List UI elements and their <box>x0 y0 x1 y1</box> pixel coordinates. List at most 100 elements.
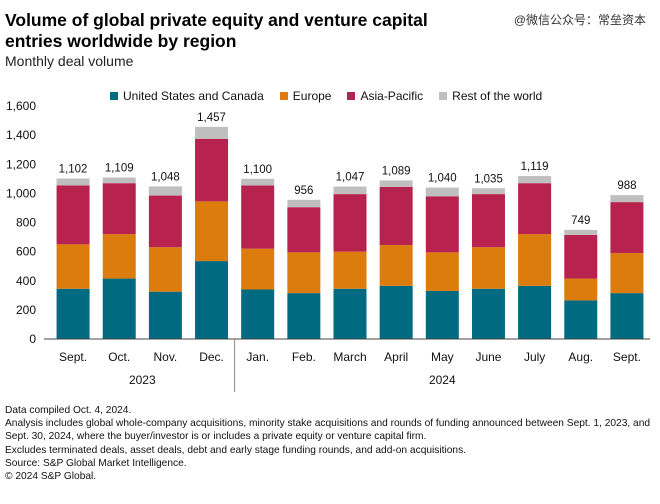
bar-segment <box>148 291 182 339</box>
bar-segment <box>102 234 136 279</box>
bar-segment <box>241 178 275 186</box>
legend-swatch <box>279 92 288 100</box>
x-tick-label: Oct. <box>108 350 130 364</box>
bar-segment <box>195 201 229 262</box>
note-exclusions: Excludes terminated deals, asset deals, … <box>5 444 466 456</box>
total-label: 956 <box>294 185 313 197</box>
bar-segment <box>195 126 229 139</box>
bar-segment <box>287 252 321 294</box>
bar-segment <box>56 288 90 339</box>
legend-swatch <box>439 92 448 100</box>
total-label: 1,457 <box>197 112 226 124</box>
bar-segment <box>287 207 321 253</box>
bar-segment <box>610 195 644 203</box>
total-label: 1,102 <box>59 164 88 176</box>
bar-segment <box>518 234 552 286</box>
x-tick-label: May <box>431 350 454 364</box>
x-tick-label: April <box>384 350 408 364</box>
bar-segment <box>564 229 598 235</box>
bar-segment <box>241 248 275 290</box>
bar-segment <box>333 194 367 252</box>
total-label: 1,089 <box>382 165 411 177</box>
bar-segment <box>148 247 182 292</box>
bar-segment <box>610 202 644 254</box>
bar-segment <box>471 188 505 195</box>
bar-segment <box>56 185 90 245</box>
total-label: 1,040 <box>428 173 457 185</box>
bar-segment <box>425 196 459 253</box>
bar-segment <box>425 187 459 197</box>
bar-segment <box>102 183 136 235</box>
legend-label: Rest of the world <box>452 89 543 103</box>
bar-segment <box>610 253 644 294</box>
bar-segment <box>195 138 229 202</box>
bar-segment <box>425 290 459 339</box>
bar-segment <box>148 195 182 248</box>
bar-segment <box>333 288 367 339</box>
bar-segment <box>610 293 644 339</box>
bar-segment <box>564 234 598 279</box>
bar-segment <box>148 186 182 196</box>
note-copyright: © 2024 S&P Global. <box>5 471 97 483</box>
y-tick-label: 400 <box>16 274 36 288</box>
legend-swatch <box>110 92 118 100</box>
y-tick-label: 0 <box>29 332 36 346</box>
bar-segment <box>379 180 413 187</box>
total-label: 1,109 <box>105 163 134 175</box>
bar-segment <box>518 285 552 339</box>
legend-swatch <box>347 92 356 100</box>
x-tick-label: July <box>524 350 545 364</box>
total-label: 1,035 <box>474 173 503 185</box>
total-label: 988 <box>617 180 636 192</box>
bar-segment <box>471 194 505 248</box>
bar-segment <box>564 300 598 339</box>
bar-segment <box>471 288 505 339</box>
x-tick-label: Jan. <box>246 350 269 364</box>
y-tick-label: 600 <box>16 245 36 259</box>
bar-segment <box>56 244 90 289</box>
bar-segment <box>56 178 90 186</box>
x-tick-label: Aug. <box>568 350 593 364</box>
total-label: 749 <box>571 215 590 227</box>
y-tick-label: 1,200 <box>6 157 36 171</box>
bar-segment <box>287 293 321 339</box>
legend: United States and Canada Europe Asia-Pac… <box>110 89 542 103</box>
y-tick-label: 1,600 <box>6 99 36 113</box>
bar-segment <box>241 289 275 339</box>
legend-item: United States and Canada <box>110 89 264 103</box>
bar-segment <box>195 261 229 339</box>
footnotes: Data compiled Oct. 4, 2024. Analysis inc… <box>5 404 655 483</box>
y-tick-label: 1,000 <box>6 186 36 200</box>
year-label: 2024 <box>429 373 456 387</box>
legend-label: Europe <box>292 89 332 103</box>
year-label: 2023 <box>129 373 156 387</box>
note-date: Data compiled Oct. 4, 2024. <box>5 405 132 416</box>
legend-label: Asia-Pacific <box>360 89 424 103</box>
bar-segment <box>379 245 413 286</box>
y-tick-label: 800 <box>16 216 36 230</box>
legend-item: Asia-Pacific <box>347 89 423 103</box>
stacked-bar-chart: 0 200 400 600 800 1,000 1,200 1,400 1,600 1,102 Se… <box>6 99 650 392</box>
x-tick-label: Dec. <box>199 350 224 364</box>
watermark: @微信公众号：常垒资本 <box>513 13 646 27</box>
bar-segment <box>379 285 413 339</box>
bar-segment <box>333 251 367 289</box>
y-tick-label: 1,400 <box>6 128 36 142</box>
x-tick-label: Feb. <box>292 350 316 364</box>
x-tick-label: Sept. <box>613 350 641 364</box>
x-tick-label: Sept. <box>59 350 87 364</box>
x-tick-label: June <box>475 350 501 364</box>
bar-segment <box>471 247 505 289</box>
total-label: 1,047 <box>336 172 365 184</box>
x-tick-label: March <box>333 350 366 364</box>
chart-title: Volume of global private equity and vent… <box>5 10 428 51</box>
bar-segment <box>518 176 552 184</box>
bar-segment <box>333 186 367 195</box>
total-label: 1,048 <box>151 171 180 183</box>
bar-segment <box>564 278 598 301</box>
chart-subtitle: Monthly deal volume <box>5 53 134 69</box>
bar-segment <box>518 183 552 235</box>
bar-segment <box>425 252 459 291</box>
bar-segment <box>102 278 136 339</box>
bar-segment <box>102 177 136 184</box>
